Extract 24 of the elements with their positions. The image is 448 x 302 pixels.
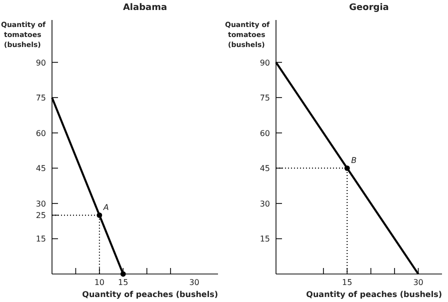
x-axis-title: Quantity of peaches (bushels)	[82, 290, 218, 299]
y-tick-label: 75	[260, 94, 270, 103]
chart-title: Alabama	[122, 3, 168, 13]
y-tick-label: 15	[260, 234, 270, 244]
x-tick-label: 30	[413, 278, 424, 287]
x-tick-label: 15	[118, 278, 128, 287]
x-tick-label: 10	[94, 278, 105, 287]
y-tick-label: 30	[36, 199, 46, 208]
chart-title: Georgia	[349, 3, 389, 13]
x-tick-label: 30	[189, 278, 200, 287]
y-tick-label: 15	[36, 234, 46, 244]
y-tick-label: 75	[36, 94, 46, 103]
annotation: A	[102, 203, 109, 212]
y-tick-label: 45	[36, 164, 46, 174]
y-tick-label: 45	[260, 164, 270, 174]
x-tick-label: 15	[342, 278, 352, 287]
y-tick-label: 90	[260, 58, 270, 68]
y-tick-label: 90	[36, 58, 46, 68]
y-tick-label: 60	[260, 128, 270, 138]
annotation: B	[351, 156, 357, 166]
y-tick-label: 30	[260, 199, 270, 208]
x-axis-title: Quantity of peaches (bushels)	[306, 290, 442, 299]
y-tick-label: 60	[36, 128, 46, 138]
y-tick-label: 25	[36, 211, 46, 220]
